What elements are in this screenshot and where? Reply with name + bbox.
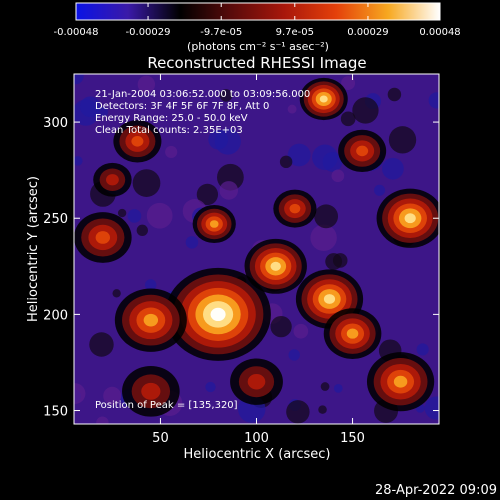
heatmap-texture — [352, 97, 379, 124]
info-line: Clean Total counts: 2.35E+03 — [95, 125, 243, 136]
x-axis-label: Heliocentric X (arcsec) — [184, 447, 331, 462]
info-annotation: 21-Jan-2004 03:06:52.000 to 03:09:56.000… — [95, 89, 310, 136]
colorbar-tick-label: 0.00029 — [347, 27, 388, 38]
heatmap-texture — [424, 396, 439, 420]
heatmap-texture — [185, 236, 199, 249]
heatmap-texture — [314, 204, 339, 229]
heatmap-hotspot — [404, 213, 416, 224]
y-axis-label: Heliocentric Y (arcsec) — [26, 176, 41, 322]
colorbar-tick-label: -0.00029 — [126, 27, 171, 38]
plot-area — [73, 73, 440, 425]
x-tick-label: 150 — [340, 431, 365, 446]
heatmap-hotspot — [141, 382, 161, 400]
heatmap-texture — [137, 75, 156, 94]
heatmap-texture — [117, 208, 127, 218]
heatmap-texture — [74, 74, 84, 85]
heatmap-texture — [127, 209, 142, 223]
heatmap-texture — [312, 144, 338, 171]
heatmap-texture — [196, 183, 219, 206]
colorbar-tick-label: -0.00048 — [54, 27, 99, 38]
heatmap-texture — [387, 87, 402, 102]
heatmap-texture — [79, 96, 101, 118]
heatmap-texture — [287, 104, 297, 114]
heatmap-hotspot — [106, 174, 119, 186]
colorbar-ticks: -0.00048 -0.00029 -9.7e-05 9.7e-05 0.00029 0.… — [54, 2, 461, 38]
chart-title: Reconstructed RHESSI Image — [147, 54, 366, 72]
heatmap-hotspot — [319, 95, 328, 103]
colorbar: -0.00048 -0.00029 -9.7e-05 9.7e-05 0.00029 0.… — [54, 2, 461, 53]
heatmap-texture — [74, 383, 86, 404]
info-line: 21-Jan-2004 03:06:52.000 to 03:09:56.000 — [95, 89, 310, 100]
heatmap-texture — [310, 224, 337, 251]
heatmap-texture — [374, 184, 386, 196]
heatmap-texture — [325, 253, 343, 270]
heatmap-hotspot — [143, 313, 159, 327]
heatmap-texture — [293, 323, 309, 339]
heatmap-hotspot — [210, 307, 226, 322]
heatmap-texture — [219, 181, 239, 200]
heatmap-texture — [89, 332, 114, 357]
heatmap-texture — [270, 315, 292, 338]
heatmap-hotspot — [393, 375, 408, 388]
peak-position-label: Position of Peak = [135,320] — [95, 400, 238, 411]
heatmap-texture — [428, 92, 439, 109]
heatmap-hotspot — [95, 231, 111, 244]
y-tick-label: 300 — [43, 116, 68, 131]
x-tick-label: 100 — [244, 431, 269, 446]
colorbar-tick-label: 9.7e-05 — [276, 27, 314, 38]
heatmap-texture — [416, 343, 429, 356]
heatmap-texture — [340, 111, 356, 127]
heatmap-texture — [382, 157, 404, 180]
heatmap-hotspot — [131, 136, 144, 147]
heatmap-image — [74, 74, 439, 424]
heatmap-hotspot — [289, 203, 301, 214]
heatmap-hotspot — [270, 261, 281, 271]
heatmap-texture — [144, 279, 157, 291]
colorbar-gradient — [76, 3, 440, 20]
heatmap-hotspot — [209, 220, 219, 228]
heatmap-texture — [219, 89, 233, 102]
heatmap-texture — [333, 383, 343, 393]
heatmap-texture — [320, 382, 330, 391]
heatmap-texture — [136, 224, 148, 236]
x-axis: 50 100 150 — [152, 74, 365, 446]
heatmap-texture — [208, 129, 229, 150]
heatmap-texture — [331, 169, 345, 183]
heatmap-hotspot — [247, 373, 266, 390]
heatmap-hotspot — [346, 328, 359, 339]
y-tick-label: 200 — [43, 308, 68, 323]
heatmap-texture — [146, 202, 173, 229]
heatmap-texture — [318, 405, 327, 414]
info-line: Energy Range: 25.0 - 50.0 keV — [95, 113, 248, 124]
info-line: Detectors: 3F 4F 5F 6F 7F 8F, Att 0 — [95, 101, 269, 112]
y-tick-label: 250 — [43, 212, 68, 227]
heatmap-texture — [287, 143, 311, 167]
heatmap-texture — [132, 169, 161, 197]
heatmap-texture — [74, 156, 83, 166]
x-tick-label: 50 — [152, 431, 169, 446]
heatmap-texture — [165, 145, 178, 159]
heatmap-texture — [288, 349, 300, 361]
heatmap-texture — [279, 155, 293, 169]
colorbar-tick-label: 0.00048 — [419, 27, 460, 38]
colorbar-unit-label: (photons cm⁻² s⁻¹ asec⁻²) — [187, 40, 329, 53]
heatmap-hotspot — [323, 294, 336, 304]
y-tick-label: 150 — [43, 405, 68, 420]
footer-timestamp: 28-Apr-2022 09:09 — [375, 483, 497, 498]
heatmap-texture — [112, 289, 121, 298]
heatmap-texture — [388, 126, 417, 154]
heatmap-texture — [98, 107, 109, 117]
heatmap-texture — [286, 400, 310, 424]
heatmap-texture — [96, 416, 109, 424]
y-axis: 150 200 250 300 — [43, 116, 439, 420]
colorbar-tick-label: -9.7e-05 — [200, 27, 242, 38]
heatmap-texture — [341, 76, 356, 91]
heatmap-hotspot — [356, 145, 369, 157]
heatmap-texture — [205, 381, 216, 393]
heatmap-texture — [103, 386, 122, 405]
